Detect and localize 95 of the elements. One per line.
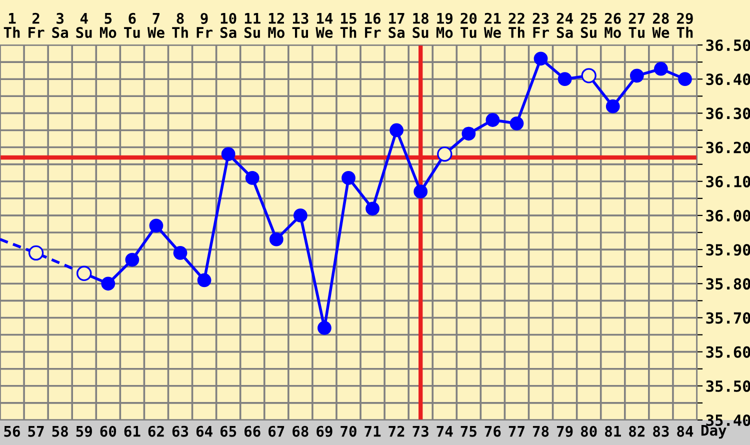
x2-tick-label: 17 Sa (388, 13, 404, 38)
point (366, 202, 380, 216)
x-tick-label: 80 (580, 426, 597, 437)
x-tick-label: 84 (677, 426, 694, 437)
x2-tick-label: 5 Mo (100, 13, 116, 38)
point (318, 321, 332, 335)
x-tick-label: 77 (508, 426, 524, 437)
y-tick-label: 36.20 (706, 142, 750, 154)
point (342, 171, 356, 185)
x-tick-label: 81 (605, 426, 621, 437)
x2-tick-label: 24 Sa (556, 12, 573, 38)
point (606, 99, 620, 114)
y-tick-label: 36.00 (706, 210, 750, 222)
x2-tick-label: 21 We (484, 12, 501, 38)
point (678, 72, 692, 86)
x-tick-label: 82 (629, 426, 644, 437)
point (173, 246, 188, 260)
point (293, 208, 308, 222)
x-tick-label: 70 (340, 426, 356, 437)
x-tick-label: 78 (532, 426, 549, 437)
x-tick-label: 59 (76, 426, 92, 437)
x2-tick-label: 9 Fr (196, 12, 212, 38)
x2-tick-label: 22 Th (508, 12, 524, 38)
y-tick-label: 36.10 (706, 176, 750, 188)
point (149, 218, 164, 233)
x-tick-label: 83 (653, 426, 669, 437)
point (534, 52, 548, 66)
point (486, 113, 500, 127)
y-tick-label: 35.40 (706, 414, 750, 426)
x2-tick-label: 26 Mo (604, 12, 621, 38)
x2-tick-label: 6 Tu (124, 12, 140, 38)
point (269, 232, 284, 246)
x-tick-label: 79 (556, 426, 573, 437)
x2-tick-label: 11 Su (244, 13, 260, 38)
x-tick-label: 66 (244, 426, 260, 437)
x2-tick-label: 25 Su (580, 12, 597, 38)
x-tick-label: 64 (196, 426, 212, 437)
x2-tick-label: 19 Mo (436, 12, 453, 38)
point (197, 273, 212, 288)
x2-tick-label: 10 Sa (220, 12, 236, 38)
x-tick-label: 62 (148, 426, 164, 437)
x-axis-title: Day (701, 424, 726, 439)
x2-tick-label: 2 Fr (28, 12, 44, 38)
x-tick-label: 73 (412, 426, 428, 437)
x2-tick-label: 16 Fr (365, 12, 381, 38)
x2-tick-label: 4 Su (76, 13, 92, 38)
x2-tick-label: 20 Tu (460, 12, 477, 38)
point (654, 62, 668, 76)
x-tick-label: 65 (220, 426, 236, 437)
point (630, 68, 644, 83)
y-tick-label: 35.80 (706, 278, 750, 290)
x-tick-label: 60 (100, 426, 116, 437)
y-tick-label: 35.60 (706, 346, 750, 358)
y-tick-label: 35.50 (706, 380, 750, 392)
y-tick-label: 35.90 (706, 244, 750, 256)
point (245, 171, 260, 185)
point (125, 252, 140, 267)
x2-tick-label: 8 Th (172, 12, 188, 38)
x2-tick-label: 13 Tu (292, 12, 308, 38)
y-tick-label: 36.30 (706, 108, 750, 120)
x-tick-label: 71 (364, 426, 381, 437)
x-tick-label: 56 (4, 426, 20, 437)
y-tick-label: 35.70 (706, 312, 750, 324)
x-tick-label: 72 (388, 426, 404, 437)
x-tick-label: 75 (460, 426, 476, 437)
point (558, 72, 572, 86)
x2-tick-label: 28 We (652, 12, 670, 38)
point (101, 276, 116, 291)
x2-tick-label: 18 Su (412, 12, 428, 38)
x-tick-label: 61 (124, 426, 140, 437)
point (414, 184, 428, 199)
x-tick-label: 74 (436, 426, 453, 437)
point (510, 116, 524, 130)
x2-tick-label: 12 Mo (268, 12, 284, 38)
point (221, 147, 236, 162)
x-tick-label: 68 (292, 426, 308, 437)
x2-tick-label: 14 We (316, 13, 333, 38)
x2-tick-label: 3 Sa (52, 12, 68, 38)
point (390, 123, 404, 138)
x-tick-label: 63 (172, 426, 188, 437)
x-tick-label: 69 (316, 426, 332, 437)
x-tick-label: 76 (484, 426, 501, 437)
x2-tick-label: 23 Fr (532, 12, 549, 38)
x-tick-label: 67 (268, 426, 284, 437)
y-tick-label: 36.40 (706, 74, 750, 86)
point (28, 245, 44, 261)
x2-tick-label: 27 Tu (628, 12, 645, 38)
y-tick-label: 36.50 (706, 39, 750, 52)
x2-tick-label: 1 Th (4, 13, 20, 38)
x-tick-label: 57 (28, 426, 44, 437)
x-tick-label: 58 (52, 426, 68, 437)
x2-tick-label: 15 Th (340, 13, 356, 38)
point (462, 126, 476, 141)
x2-tick-label: 29 Th (676, 12, 693, 38)
x2-tick-label: 7 We (147, 13, 164, 38)
